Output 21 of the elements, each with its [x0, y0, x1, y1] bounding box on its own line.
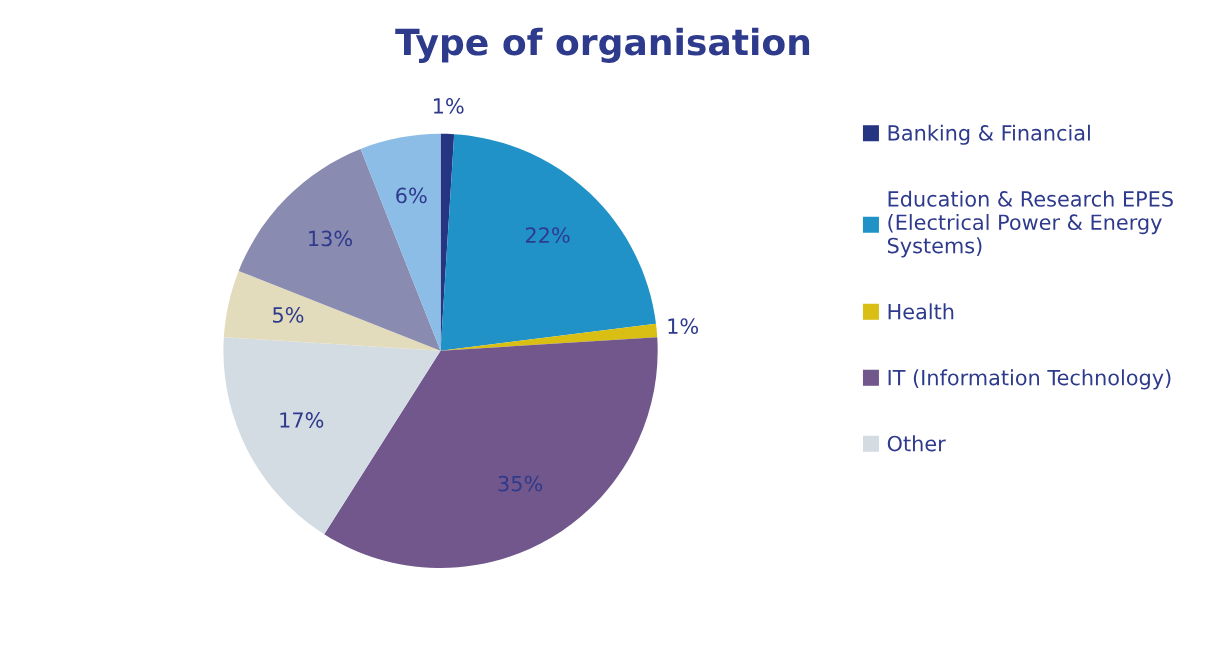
data-label: 13%	[309, 230, 353, 247]
legend-label: Banking & Financial	[888, 124, 1090, 145]
data-label: 17%	[280, 412, 324, 428]
legend-label: Health	[888, 303, 954, 320]
data-label: 1%	[668, 318, 699, 335]
pie-slice	[360, 133, 441, 351]
legend-label: Education & Research EPES (Electrical Power & Energy Systems)	[887, 190, 1173, 258]
data-label: 5%	[273, 307, 304, 323]
pie-slice	[238, 148, 441, 351]
pie-slice	[223, 337, 441, 535]
pie-slice	[440, 134, 656, 351]
data-label: 1%	[433, 98, 464, 114]
pie-slice	[324, 337, 658, 568]
pie-slice	[223, 270, 441, 351]
data-label: 22%	[525, 227, 570, 243]
legend-label: Other	[887, 435, 946, 452]
pie-slice	[440, 323, 658, 351]
chart-title: Type of organisation	[395, 27, 810, 63]
data-label: 35%	[498, 475, 543, 492]
legend-label: IT (Information Technology)	[888, 369, 1171, 390]
data-label: 6%	[396, 187, 427, 204]
